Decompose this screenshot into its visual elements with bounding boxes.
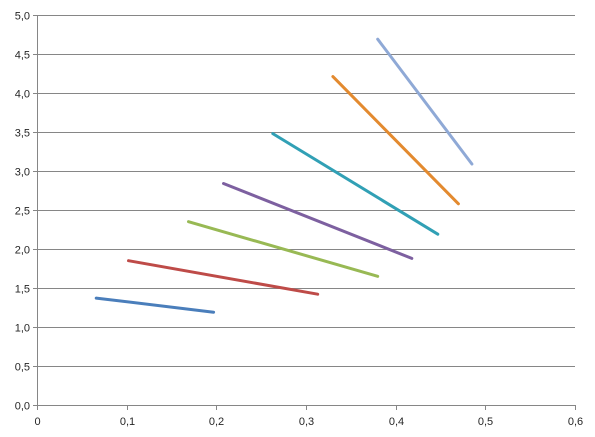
x-tick-label: 0,6 [568,416,583,428]
x-tick-label: 0,3 [299,416,314,428]
series-line-6 [331,75,460,206]
x-tick-label: 0,5 [478,416,493,428]
y-tick-label: 2,5 [15,206,30,218]
series-line-1 [94,296,216,314]
y-tick-label: 1,5 [15,284,30,296]
y-tick-label: 4,5 [15,50,30,62]
series-group [94,37,474,314]
series-line-7 [376,37,474,166]
x-tick-label: 0 [34,416,40,428]
x-tick-label: 0,4 [389,416,404,428]
axes [33,15,576,410]
y-tick-label: 3,5 [15,128,30,140]
series-line-5 [271,132,440,236]
series-line-2 [127,259,320,296]
y-tick-label: 2,0 [15,245,30,257]
y-tick-label: 1,0 [15,323,30,335]
series-line-3 [187,220,380,278]
y-tick-label: 0,5 [15,362,30,374]
gridlines [37,15,575,367]
series-line-4 [222,182,414,260]
y-tick-label: 4,0 [15,89,30,101]
x-tick-labels: 0 0,1 0,2 0,3 0,4 0,5 0,6 [34,416,583,428]
y-tick-label: 3,0 [15,167,30,179]
x-tick-label: 0,2 [209,416,224,428]
y-tick-labels: 0,0 0,5 1,0 1,5 2,0 2,5 3,0 3,5 4,0 4,5 5,0 [15,11,30,413]
y-tick-label: 5,0 [15,11,30,23]
x-tick-label: 0,1 [120,416,135,428]
y-tick-label: 0,0 [15,401,30,413]
